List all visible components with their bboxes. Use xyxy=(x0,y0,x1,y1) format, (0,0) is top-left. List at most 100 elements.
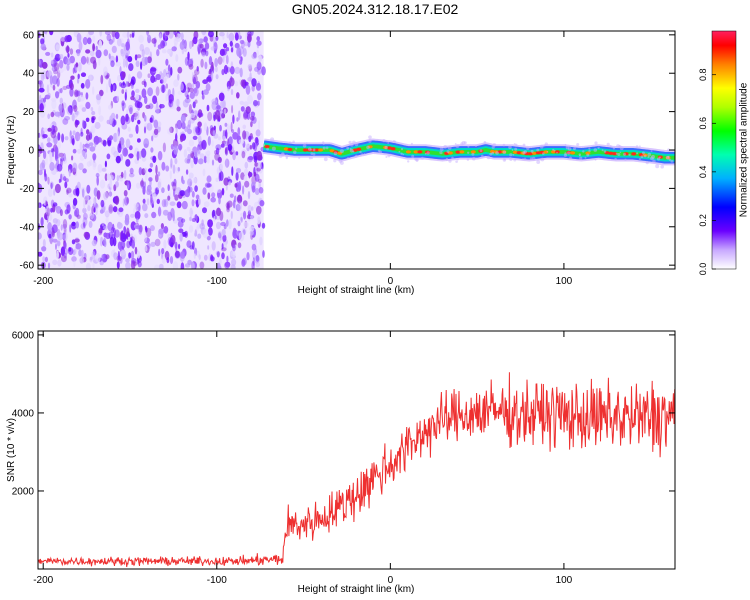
noise-speckle xyxy=(104,160,107,168)
noise-speckle xyxy=(41,61,48,69)
noise-speckle xyxy=(62,223,67,230)
noise-speckle xyxy=(120,143,125,150)
noise-speckle xyxy=(55,219,61,227)
noise-speckle xyxy=(157,171,161,177)
noise-speckle xyxy=(157,206,162,217)
noise-speckle xyxy=(108,135,114,141)
noise-speckle xyxy=(194,232,198,237)
noise-speckle xyxy=(54,146,59,155)
faint-speckle xyxy=(650,150,653,153)
noise-speckle xyxy=(124,217,130,226)
noise-speckle xyxy=(72,148,77,154)
noise-speckle xyxy=(117,74,121,82)
noise-speckle xyxy=(112,82,117,92)
noise-speckle xyxy=(80,72,87,77)
noise-speckle xyxy=(62,231,68,242)
noise-speckle xyxy=(135,225,141,230)
faint-speckle xyxy=(512,154,515,156)
faint-speckle xyxy=(310,157,313,160)
noise-speckle xyxy=(126,180,132,191)
faint-speckle xyxy=(466,158,470,161)
noise-speckle xyxy=(75,62,79,68)
noise-speckle xyxy=(179,232,183,242)
noise-speckle xyxy=(207,111,213,122)
ridge-peak xyxy=(531,151,537,155)
faint-speckle xyxy=(597,146,600,149)
noise-speckle xyxy=(89,129,94,134)
noise-speckle xyxy=(175,54,179,62)
noise-speckle xyxy=(43,31,48,35)
noise-speckle xyxy=(214,57,218,68)
noise-speckle xyxy=(62,219,68,229)
noise-speckle xyxy=(221,187,225,196)
noise-speckle xyxy=(64,181,68,189)
noise-speckle xyxy=(126,38,130,46)
noise-speckle xyxy=(80,55,87,65)
noise-speckle xyxy=(232,229,239,239)
noise-speckle xyxy=(192,177,197,184)
noise-speckle xyxy=(236,201,243,212)
noise-speckle xyxy=(91,206,94,215)
faint-speckle xyxy=(471,152,475,156)
noise-speckle xyxy=(141,80,146,85)
noise-speckle xyxy=(120,230,124,240)
noise-speckle xyxy=(44,256,49,263)
faint-speckle xyxy=(368,135,372,139)
noise-speckle xyxy=(96,190,101,200)
faint-speckle xyxy=(522,151,526,155)
faint-speckle xyxy=(588,149,591,153)
noise-speckle xyxy=(148,168,153,173)
noise-speckle xyxy=(123,226,127,234)
noise-speckle xyxy=(175,133,178,142)
noise-speckle xyxy=(261,66,266,76)
noise-speckle xyxy=(121,100,125,106)
noise-speckle xyxy=(70,135,75,145)
noise-speckle xyxy=(54,53,61,62)
noise-speckle xyxy=(185,169,189,175)
noise-speckle xyxy=(93,198,96,205)
noise-speckle xyxy=(151,38,157,44)
noise-speckle xyxy=(155,73,161,81)
noise-speckle xyxy=(67,53,70,58)
noise-speckle xyxy=(121,43,125,48)
noise-speckle xyxy=(130,213,135,218)
noise-speckle xyxy=(80,82,85,89)
noise-speckle xyxy=(256,43,260,49)
noise-speckle xyxy=(86,184,91,194)
noise-speckle xyxy=(188,139,195,147)
noise-speckle xyxy=(135,218,139,223)
y-tick-label: 40 xyxy=(23,69,35,80)
faint-speckle xyxy=(302,144,307,148)
y-tick-label: -60 xyxy=(20,261,35,272)
noise-speckle xyxy=(229,193,234,198)
noise-speckle xyxy=(233,195,237,203)
noise-speckle xyxy=(114,31,120,40)
noise-speckle xyxy=(175,250,180,258)
noise-speckle xyxy=(236,117,239,122)
noise-speckle xyxy=(62,234,66,241)
noise-speckle xyxy=(192,83,195,88)
noise-speckle xyxy=(38,132,41,138)
faint-speckle xyxy=(293,150,297,154)
noise-speckle xyxy=(138,167,143,176)
noise-speckle xyxy=(139,43,145,52)
faint-speckle xyxy=(543,144,546,147)
noise-speckle xyxy=(87,37,92,45)
ridge-peak xyxy=(554,150,560,154)
noise-speckle xyxy=(43,97,46,103)
noise-speckle xyxy=(173,79,179,87)
noise-speckle xyxy=(197,121,202,128)
noise-speckle xyxy=(104,31,111,35)
noise-speckle xyxy=(61,133,65,143)
faint-speckle xyxy=(483,141,487,144)
noise-speckle xyxy=(251,185,256,193)
noise-speckle xyxy=(174,194,179,201)
noise-speckle xyxy=(187,51,190,61)
noise-speckle xyxy=(198,158,204,165)
faint-speckle xyxy=(456,158,459,161)
noise-speckle xyxy=(59,31,65,35)
noise-speckle xyxy=(247,64,253,69)
faint-speckle xyxy=(638,158,641,161)
faint-speckle xyxy=(389,153,392,156)
noise-speckle xyxy=(189,40,193,50)
